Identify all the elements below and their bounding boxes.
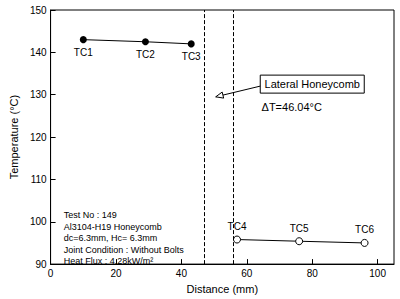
- svg-text:TC4: TC4: [228, 221, 247, 232]
- svg-text:80: 80: [307, 268, 319, 279]
- svg-text:100: 100: [30, 216, 47, 227]
- svg-text:130: 130: [30, 89, 47, 100]
- svg-text:110: 110: [31, 174, 47, 185]
- svg-text:TC5: TC5: [290, 223, 309, 234]
- svg-text:20: 20: [110, 268, 122, 279]
- svg-text:0: 0: [48, 268, 54, 279]
- svg-text:TC1: TC1: [74, 47, 93, 58]
- svg-text:100: 100: [369, 268, 386, 279]
- svg-text:Distance (mm): Distance (mm): [187, 283, 259, 295]
- svg-text:120: 120: [30, 132, 47, 143]
- svg-text:150: 150: [30, 5, 47, 16]
- svg-text:Joint Condition : Without Bolt: Joint Condition : Without Bolts: [64, 245, 185, 255]
- svg-text:Test No : 149: Test No : 149: [64, 210, 117, 220]
- svg-text:TC2: TC2: [136, 49, 155, 60]
- svg-text:Al3104-H19 Honeycomb: Al3104-H19 Honeycomb: [64, 222, 162, 232]
- svg-text:90: 90: [35, 259, 47, 270]
- svg-text:Heat Flux : 4.28kW/m²: Heat Flux : 4.28kW/m²: [63, 256, 154, 267]
- svg-text:ΔT=46.04°C: ΔT=46.04°C: [262, 101, 322, 113]
- svg-text:60: 60: [241, 268, 253, 279]
- svg-text:TC3: TC3: [182, 51, 201, 62]
- svg-text:Lateral Honeycomb: Lateral Honeycomb: [265, 78, 360, 90]
- svg-text:140: 140: [30, 47, 47, 58]
- svg-text:Temperature (°C): Temperature (°C): [8, 95, 20, 179]
- svg-text:dc=6.3mm, Hc= 6.3mm: dc=6.3mm, Hc= 6.3mm: [64, 233, 158, 243]
- svg-text:40: 40: [176, 268, 188, 279]
- svg-text:TC6: TC6: [355, 224, 374, 235]
